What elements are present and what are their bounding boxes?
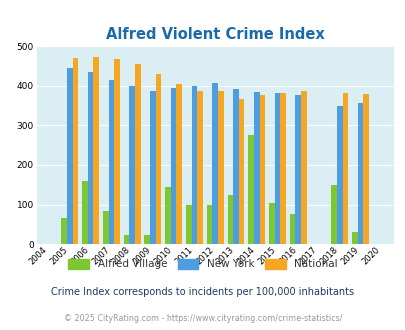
Bar (232, 89, 238, 244)
Bar (165, 187, 171, 244)
Bar (191, 86, 197, 244)
Bar (206, 205, 212, 244)
Bar (336, 106, 342, 244)
Text: © 2025 CityRating.com - https://www.cityrating.com/crime-statistics/: © 2025 CityRating.com - https://www.city… (64, 314, 341, 323)
Bar (72, 58, 78, 244)
Bar (342, 93, 347, 244)
Bar (253, 92, 259, 244)
Bar (295, 95, 301, 244)
Bar (217, 90, 223, 244)
Bar (124, 236, 129, 244)
Bar (144, 236, 150, 244)
Bar (176, 84, 181, 244)
Text: Crime Index corresponds to incidents per 100,000 inhabitants: Crime Index corresponds to incidents per… (51, 287, 354, 297)
Bar (93, 57, 99, 244)
Bar (238, 99, 244, 244)
Bar (114, 59, 119, 244)
Bar (279, 92, 285, 244)
Title: Alfred Violent Crime Index: Alfred Violent Crime Index (106, 27, 324, 42)
Bar (259, 95, 264, 244)
Bar (212, 83, 217, 244)
Bar (87, 72, 93, 244)
Bar (67, 68, 72, 244)
Bar (330, 185, 336, 244)
Bar (197, 90, 202, 244)
Bar (274, 93, 279, 244)
Bar (102, 211, 108, 244)
Bar (289, 214, 295, 244)
Bar (362, 94, 368, 244)
Bar (248, 135, 253, 244)
Bar (357, 103, 362, 244)
Bar (61, 218, 67, 244)
Bar (155, 74, 161, 244)
Bar (129, 86, 134, 244)
Bar (108, 80, 114, 244)
Bar (227, 195, 232, 244)
Bar (150, 91, 155, 244)
Bar (134, 64, 140, 244)
Bar (301, 91, 306, 244)
Bar (269, 203, 274, 244)
Bar (171, 88, 176, 244)
Bar (82, 181, 87, 244)
Legend: Alfred Village, New York, National: Alfred Village, New York, National (64, 254, 341, 273)
Bar (185, 205, 191, 244)
Bar (351, 232, 357, 244)
